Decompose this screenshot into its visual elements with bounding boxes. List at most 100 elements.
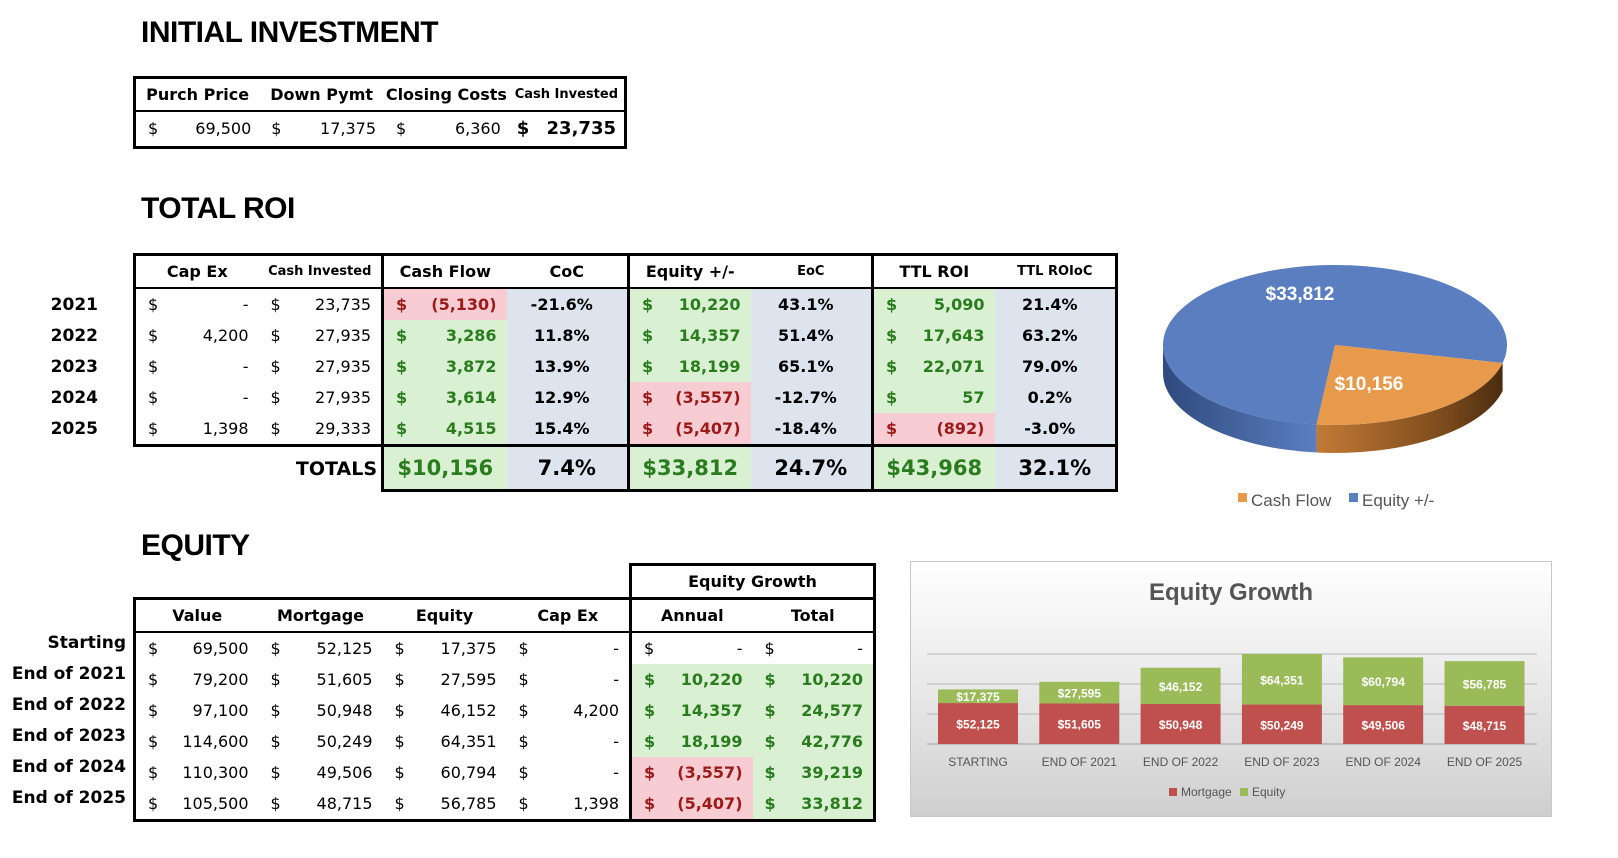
roi-cell-eoc: -12.7% [750, 382, 873, 413]
initial-investment-table: Purch Price Down Pymt Closing Costs Cash… [133, 76, 627, 149]
roi-cell-ttl_roioc: 0.2% [994, 382, 1118, 413]
equity-cell-mortgage: $51,605 [270, 670, 373, 689]
equity-cell-equity: $27,595 [394, 670, 497, 689]
equity-cell-value: $97,100 [133, 695, 259, 726]
roi-row: $ - $23,735 $ (5,130) -21.6% $10,220 43.1% $5,09… [133, 288, 1118, 320]
bar-equity [1140, 667, 1221, 704]
equity-row-label: End of 2022 [11, 695, 126, 715]
equity-row-label: Starting [47, 633, 126, 653]
equity-row-label: End of 2021 [11, 664, 126, 684]
bar-equity [1039, 681, 1120, 704]
roi-cell-cash_flow: $3,286 [381, 320, 507, 351]
bar-label-equity: $64,351 [1260, 673, 1304, 687]
equity-cell-mortgage: $50,948 [270, 701, 373, 720]
roi-cell-ttl_roioc: 79.0% [994, 351, 1118, 382]
bar-category-label: END OF 2022 [1143, 755, 1219, 769]
roi-cell-equity: $10,220 [627, 288, 751, 320]
header-down-pymt: Down Pymt [270, 85, 374, 104]
equity-cell-capex: $ - [518, 763, 620, 782]
roi-header-coc: CoC [506, 253, 629, 289]
roi-cell-cash_flow: $4,515 [381, 413, 507, 447]
roi-cell-eoc: -18.4% [750, 413, 873, 447]
roi-cell-eoc: 65.1% [750, 351, 873, 382]
roi-cell-coc: 15.4% [506, 413, 629, 447]
roi-row: $4,200 $27,935 $3,286 11.8% $14,357 51.4% $17,… [133, 320, 1118, 351]
bar-mortgage [1444, 705, 1525, 744]
equity-header-annual: Annual [629, 597, 753, 633]
initial-investment-title: INITIAL INVESTMENT [141, 16, 439, 49]
roi-cell-capex: $ - [133, 288, 259, 320]
bar-label-equity: $56,785 [1463, 677, 1507, 691]
equity-cell-mortgage: $48,715 [258, 788, 383, 822]
roi-cell-equity: $ (5,407) [627, 413, 751, 447]
equity-header-cap-ex: Cap Ex [506, 597, 631, 633]
cash-flow-equity-pie-chart: $33,812 $10,156 Cash Flow Equity +/- [1163, 265, 1507, 510]
equity-cell-annual: $18,199 [629, 726, 753, 757]
legend-label-mortgage: Mortgage [1181, 785, 1232, 799]
header-closing-costs: Closing Costs [385, 85, 507, 104]
bar-label-mortgage: $50,948 [1159, 718, 1203, 732]
bar-label-equity: $60,794 [1362, 675, 1406, 689]
down-pymt-cell: $17,375 [271, 119, 376, 139]
roi-row: $ - $27,935 $3,872 13.9% $18,199 65.1% $22,071 7… [133, 351, 1118, 382]
closing-costs-cell: $6,360 [396, 119, 501, 139]
bar-mortgage [938, 703, 1018, 744]
bar-equity [1343, 657, 1424, 706]
equity-cell-capex: $ - [518, 639, 620, 658]
roi-cell-eoc: 43.1% [750, 288, 873, 320]
cash-invested-cell: $23,735 [516, 118, 616, 140]
legend-label-equity: Equity +/- [1362, 491, 1434, 510]
equity-row-label: End of 2023 [11, 726, 126, 746]
bar-label-mortgage: $49,506 [1362, 719, 1406, 733]
equity-cell-equity: $56,785 [382, 788, 507, 822]
equity-header-value: Value [133, 597, 259, 633]
roi-cell-coc: 11.8% [506, 320, 629, 351]
equity-cell-annual: $ (3,557) [629, 757, 753, 788]
roi-year-label: 2025 [50, 419, 98, 439]
roi-cell-ttl_roioc: 63.2% [994, 320, 1118, 351]
equity-cell-value: $105,500 [133, 788, 259, 822]
equity-cell-equity: $46,152 [394, 701, 497, 720]
equity-row: $105,500 $48,715 $56,785 $1,398 $ (5,407) $33,… [133, 788, 876, 822]
bar-mortgage [1343, 705, 1424, 744]
bar-equity [1241, 654, 1322, 705]
total-roi-title: TOTAL ROI [141, 192, 295, 225]
pie-slice-equity [1163, 265, 1507, 425]
roi-cell-cash_invested: $27,935 [270, 357, 372, 376]
roi-total-ttl-roioc: 32.1% [994, 444, 1118, 492]
bar-category-label: END OF 2021 [1042, 755, 1118, 769]
equity-cell-total: $42,776 [752, 726, 876, 757]
pie-label-cash-flow: $10,156 [1335, 374, 1404, 395]
roi-header-equity-change: Equity +/- [627, 253, 751, 289]
roi-cell-capex: $ - [133, 351, 259, 382]
roi-cell-cash_flow: $ (5,130) [381, 288, 507, 320]
roi-total-ttl-roi: $43,968 [871, 444, 995, 492]
bar-label-mortgage: $51,605 [1058, 718, 1102, 732]
equity-row: $69,500 $52,125 $17,375 $ - $ - $ - [133, 632, 876, 664]
roi-cell-cash_invested: $29,333 [258, 413, 383, 447]
equity-row-label: End of 2025 [11, 788, 126, 808]
roi-year-label: 2021 [50, 295, 98, 315]
roi-year-label: 2024 [50, 388, 98, 408]
equity-cell-equity: $60,794 [394, 763, 497, 782]
equity-cell-value: $79,200 [133, 664, 259, 695]
bar-label-equity: $27,595 [1058, 687, 1102, 701]
equity-header-total: Total [752, 597, 876, 633]
equity-title: EQUITY [141, 529, 250, 562]
roi-cell-ttl_roi: $22,071 [871, 351, 995, 382]
pie-label-equity: $33,812 [1266, 284, 1335, 305]
roi-cell-capex: $ - [133, 382, 259, 413]
bar-mortgage [1039, 703, 1120, 744]
bar-label-equity: $17,375 [956, 690, 1000, 704]
equity-cell-total: $39,219 [752, 757, 876, 788]
equity-cell-annual: $ - [629, 632, 753, 664]
equity-cell-value: $114,600 [133, 726, 259, 757]
roi-cell-capex: $1,398 [133, 413, 259, 447]
bar-label-mortgage: $48,715 [1463, 719, 1507, 733]
bar-category-label: END OF 2023 [1244, 755, 1320, 769]
roi-cell-equity: $ (3,557) [627, 382, 751, 413]
equity-cell-equity: $64,351 [394, 732, 497, 751]
roi-header-cash-invested: Cash Invested [258, 253, 383, 289]
bar-category-label: STARTING [948, 755, 1008, 769]
equity-row: $114,600 $50,249 $64,351 $ - $18,199 $42,776 [133, 726, 876, 757]
